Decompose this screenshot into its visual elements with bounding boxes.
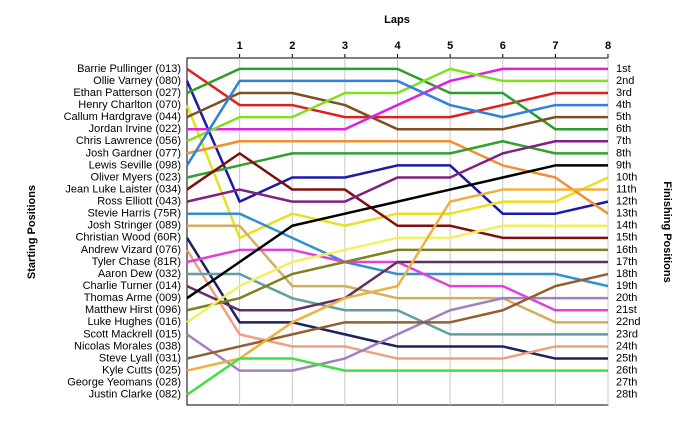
- series-line: [186, 67, 608, 131]
- x-tick-label: 7: [552, 40, 558, 52]
- x-tick-label: 3: [342, 40, 348, 52]
- legend-label: Oliver Myers (023): [91, 171, 181, 183]
- finishing-label: 8th: [616, 147, 631, 159]
- finishing-label: 19th: [616, 280, 637, 292]
- finishing-label: 9th: [616, 159, 631, 171]
- series-line: [187, 67, 608, 131]
- series-line: [186, 140, 609, 215]
- finishing-label: 11th: [616, 183, 637, 195]
- finishing-label: 14th: [616, 220, 637, 232]
- x-tick-label: 1: [237, 40, 243, 52]
- legend-label: Nicolas Morales (038): [74, 340, 181, 352]
- series-line: [186, 67, 608, 119]
- legend-label: Barrie Pullinger (013): [77, 63, 181, 75]
- finishing-label: 15th: [616, 232, 637, 244]
- series-line: [185, 249, 608, 360]
- series-line: [185, 79, 608, 167]
- series-line: [186, 152, 608, 240]
- legend-label: Aaron Dew (032): [98, 268, 181, 280]
- legend-label: Jean Luke Laister (034): [65, 183, 181, 195]
- series-line: [186, 188, 608, 372]
- series-line: [187, 224, 608, 324]
- finishing-label: 3rd: [616, 87, 632, 99]
- legend-label: Justin Clarke (082): [89, 389, 181, 401]
- finishing-label: 10th: [616, 171, 637, 183]
- series-line: [186, 140, 608, 203]
- finishing-label: 24th: [616, 340, 637, 352]
- legend-label: George Yeomans (028): [67, 377, 181, 389]
- finishing-label: 13th: [616, 208, 637, 220]
- legend-label: Matthew Hirst (096): [85, 304, 181, 316]
- series-line: [186, 296, 608, 372]
- series-line: [186, 140, 608, 179]
- legend-label: Josh Gardner (077): [86, 147, 181, 159]
- finishing-label: 28th: [616, 389, 637, 401]
- legend-label: Ollie Varney (080): [93, 75, 181, 87]
- x-tick-label: 8: [605, 40, 611, 52]
- legend-label: Andrew Vizard (076): [81, 244, 181, 256]
- legend-label: Ethan Patterson (027): [73, 87, 181, 99]
- series-line: [186, 272, 609, 360]
- series-line: [186, 91, 608, 131]
- legend-label: Kyle Cutts (025): [102, 365, 181, 377]
- legend-label: Chris Lawrence (056): [76, 135, 181, 147]
- finishing-label: 17th: [616, 256, 637, 268]
- x-tick-label: 5: [447, 40, 453, 52]
- finishing-label: 12th: [616, 196, 637, 208]
- legend-label: Jordan Irvine (022): [89, 123, 181, 135]
- chart-title: Laps: [384, 14, 410, 26]
- legend-label: Steve Lyall (031): [99, 352, 181, 364]
- finishing-label: 16th: [616, 244, 637, 256]
- series-line: [187, 272, 608, 336]
- legend-label: Luke Hughes (016): [87, 316, 181, 328]
- legend-label: Ross Elliott (043): [97, 196, 181, 208]
- legend-label: Lewis Seville (098): [89, 159, 181, 171]
- legend-label: Stevie Harris (75R): [87, 208, 181, 220]
- legend-label: Charlie Turner (014): [83, 280, 181, 292]
- legend-label: Christian Wood (60R): [75, 232, 181, 244]
- finishing-label: 7th: [616, 135, 631, 147]
- series-line: [186, 164, 608, 300]
- finishing-label: 5th: [616, 111, 631, 123]
- series-line: [187, 212, 609, 288]
- x-tick-label: 4: [394, 40, 401, 52]
- series-line: [186, 67, 608, 143]
- finishing-label: 6th: [616, 123, 631, 135]
- finishing-label: 22nd: [616, 316, 640, 328]
- series-line: [185, 104, 609, 240]
- series-line: [186, 248, 608, 312]
- legend-label: Scott Mackrell (015): [83, 328, 181, 340]
- legend-label: Josh Stringer (089): [87, 220, 181, 232]
- legend-label: Callum Hardgrave (044): [64, 111, 181, 123]
- x-tick-label: 6: [500, 40, 506, 52]
- series-line: [186, 260, 608, 312]
- finishing-label: 21st: [616, 304, 637, 316]
- x-tick-label: 2: [289, 40, 295, 52]
- series-line: [185, 237, 608, 360]
- y-axis-title: Starting Positions: [26, 185, 38, 279]
- finishing-label: 18th: [616, 268, 637, 280]
- finishing-label: 26th: [616, 365, 637, 377]
- finishing-label: 25th: [616, 352, 637, 364]
- legend-label: Thomas Arme (009): [84, 292, 181, 304]
- series-line: [186, 357, 608, 396]
- finishing-label: 27th: [616, 377, 637, 389]
- series-line: [186, 224, 608, 324]
- finishing-label: 4th: [616, 99, 631, 111]
- finishing-label: 1st: [616, 63, 631, 75]
- legend-label: Tyler Chase (81R): [92, 256, 181, 268]
- legend-label: Henry Charlton (070): [78, 99, 181, 111]
- finishing-label: 23rd: [616, 328, 638, 340]
- y2-axis-title: Finishing Positions: [661, 181, 673, 282]
- finishing-label: 20th: [616, 292, 637, 304]
- finishing-label: 2nd: [616, 75, 634, 87]
